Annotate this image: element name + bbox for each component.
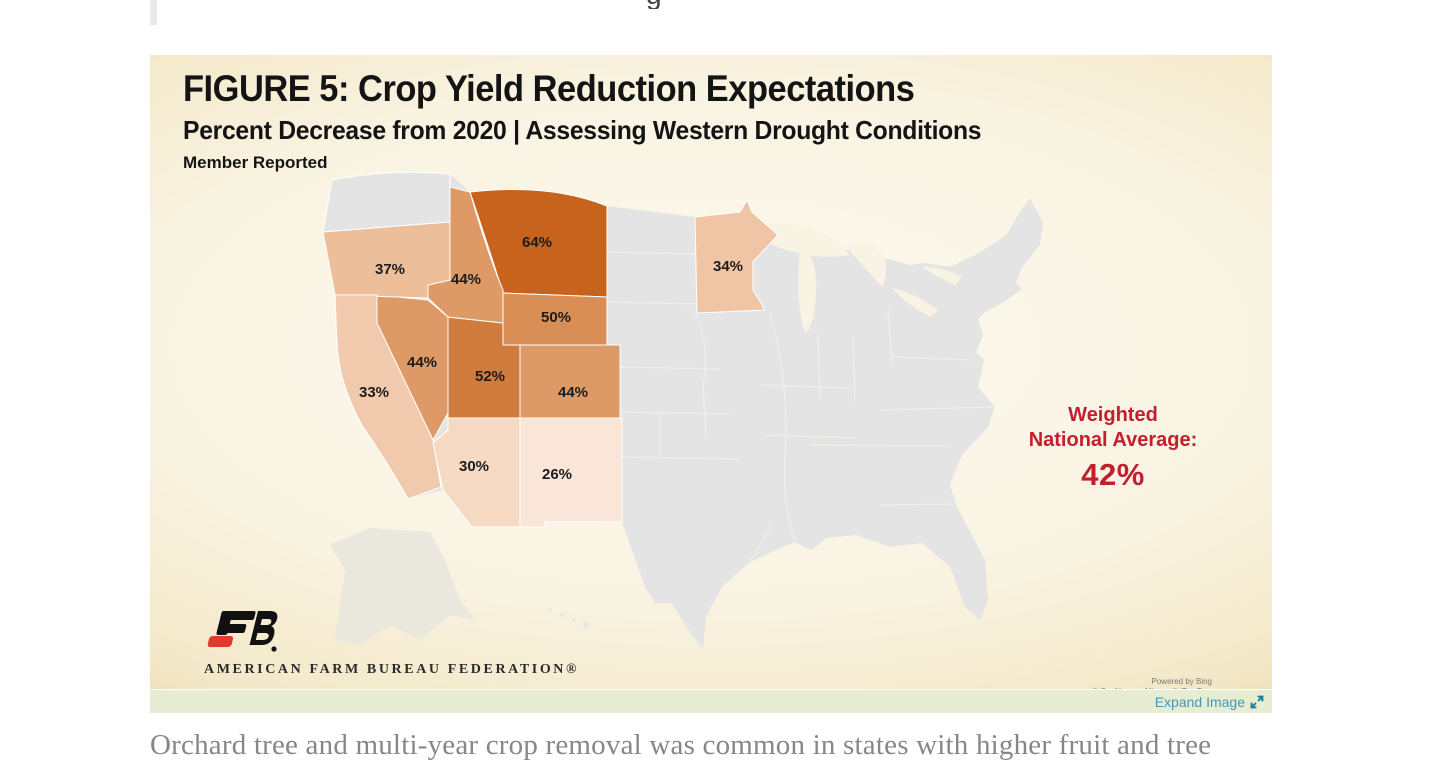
great-lakes [750,223,962,333]
svg-text:64%: 64% [522,234,552,251]
state-idaho [427,186,504,324]
us-choropleth-map: 64% 37% 44% 34% 50% 44% 52% 33% 44% 30% … [322,171,1043,649]
figure-5-image: 64% 37% 44% 34% 50% 44% 52% 33% 44% 30% … [150,55,1272,689]
state-minnesota [694,199,779,314]
attribution-copyright: © GeoNames, Microsoft, TomTom [962,687,1212,689]
figure-title: FIGURE 5: Crop Yield Reduction Expectati… [183,68,915,109]
state-border-lines [606,251,994,563]
svg-text:34%: 34% [713,258,743,275]
svg-text:44%: 44% [558,384,588,401]
expand-image-bar: Expand Image [150,690,1272,713]
svg-text:33%: 33% [359,384,389,401]
highlighted-states [322,186,779,528]
body-paragraph-clipped: Orchard tree and multi-year crop removal… [150,729,1212,761]
state-washington [322,171,451,233]
expand-arrows-icon [1250,695,1264,708]
svg-text:44%: 44% [451,271,481,288]
expand-image-label: Expand Image [1154,693,1245,710]
state-new-mexico [519,417,623,528]
svg-text:26%: 26% [542,466,572,483]
afbf-wordmark: AMERICAN FARM BUREAU FEDERATION® [204,662,580,677]
figure-header: FIGURE 5: Crop Yield Reduction Expectati… [183,68,1023,173]
weighted-national-average: Weighted National Average: 42% [1018,403,1208,493]
average-value: 42% [1081,457,1145,492]
svg-text:37%: 37% [375,261,405,278]
afbf-logo-mark [207,611,278,652]
average-label-line1: Weighted [1068,404,1158,426]
svg-text:44%: 44% [407,354,437,371]
expand-image-link[interactable]: Expand Image [1155,694,1264,710]
state-montana [469,189,608,298]
afbf-logo: AMERICAN FARM BUREAU FEDERATION® [204,611,579,678]
alaska-hawaii [330,528,590,645]
svg-text:30%: 30% [459,458,489,475]
svg-text:52%: 52% [475,368,505,385]
attribution-powered-by: Powered by Bing [1151,677,1212,686]
map-attribution: Powered by Bing © GeoNames, Microsoft, T… [962,677,1212,689]
state-california [334,294,442,500]
figure-subtitle: Percent Decrease from 2020 | Assessing W… [183,114,982,145]
svg-text:50%: 50% [541,309,571,326]
average-label-line2: National Average: [1028,429,1198,451]
figure-note: Member Reported [183,152,328,172]
state-value-labels: 64% 37% 44% 34% 50% 44% 52% 33% 44% 30% … [359,234,743,483]
clipped-text-above: g [646,0,680,9]
clipped-blockquote-bar [150,0,157,25]
